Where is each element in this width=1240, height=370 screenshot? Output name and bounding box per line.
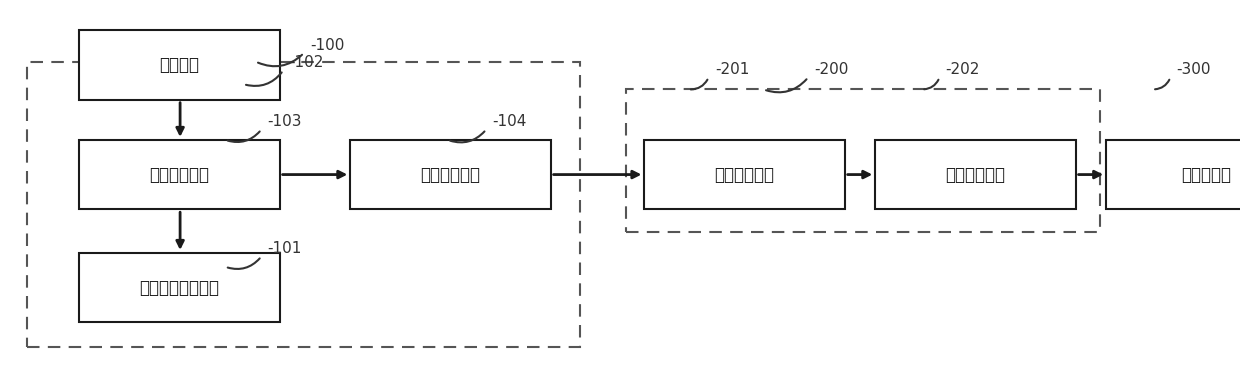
Text: -101: -101 bbox=[268, 241, 303, 256]
Text: 存储模块: 存储模块 bbox=[160, 56, 200, 74]
Bar bbox=[79, 140, 280, 209]
Text: 第二控制芯片: 第二控制芯片 bbox=[945, 165, 1006, 184]
Bar bbox=[875, 140, 1075, 209]
Text: -102: -102 bbox=[289, 55, 324, 70]
Bar bbox=[645, 140, 844, 209]
Text: -104: -104 bbox=[492, 114, 527, 130]
Text: 第二通信模块: 第二通信模块 bbox=[714, 165, 775, 184]
Bar bbox=[1106, 140, 1240, 209]
Bar bbox=[79, 30, 280, 100]
Text: 第一控制芯片: 第一控制芯片 bbox=[150, 165, 210, 184]
Text: -202: -202 bbox=[946, 62, 980, 77]
Bar bbox=[27, 61, 580, 347]
Text: 第一通信模块: 第一通信模块 bbox=[420, 165, 480, 184]
Text: -201: -201 bbox=[714, 62, 749, 77]
Bar bbox=[626, 90, 1100, 232]
Text: -100: -100 bbox=[310, 38, 345, 53]
Text: -103: -103 bbox=[268, 114, 303, 130]
Text: 车流影像采集模块: 车流影像采集模块 bbox=[139, 279, 219, 297]
Text: 交通信号灯: 交通信号灯 bbox=[1182, 165, 1231, 184]
Text: -200: -200 bbox=[815, 62, 849, 77]
Bar bbox=[350, 140, 551, 209]
Text: -300: -300 bbox=[1177, 62, 1211, 77]
Bar bbox=[79, 253, 280, 322]
